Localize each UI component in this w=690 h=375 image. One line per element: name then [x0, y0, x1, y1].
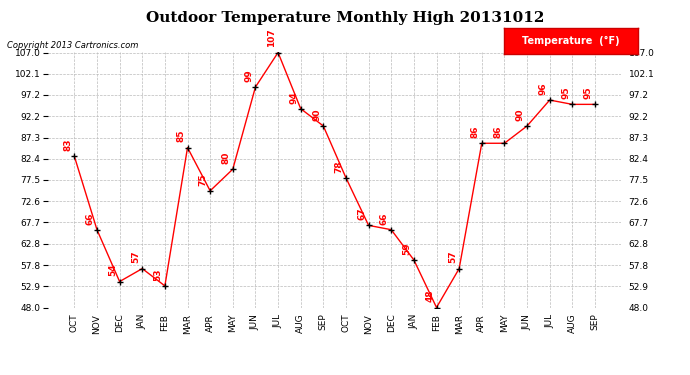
Text: 83: 83 [63, 138, 72, 151]
Text: 78: 78 [335, 160, 344, 172]
Text: 75: 75 [199, 173, 208, 186]
Text: 107: 107 [267, 28, 276, 47]
Text: 95: 95 [561, 87, 570, 99]
Text: 85: 85 [176, 130, 185, 142]
Text: 90: 90 [515, 108, 525, 121]
Text: Temperature  (°F): Temperature (°F) [522, 36, 620, 46]
Text: 67: 67 [357, 208, 366, 220]
Text: 86: 86 [471, 126, 480, 138]
Text: 53: 53 [154, 268, 163, 281]
Text: 48: 48 [425, 290, 434, 302]
Text: 99: 99 [244, 69, 253, 82]
Text: 80: 80 [221, 152, 230, 164]
Text: 54: 54 [108, 264, 117, 276]
Text: 57: 57 [448, 251, 457, 263]
Text: 94: 94 [289, 91, 298, 104]
Text: Copyright 2013 Cartronics.com: Copyright 2013 Cartronics.com [7, 41, 138, 50]
Text: 66: 66 [86, 212, 95, 225]
Text: 59: 59 [402, 242, 412, 255]
Text: 95: 95 [584, 87, 593, 99]
Text: Outdoor Temperature Monthly High 20131012: Outdoor Temperature Monthly High 2013101… [146, 11, 544, 25]
Text: 66: 66 [380, 212, 389, 225]
Text: 57: 57 [131, 251, 140, 263]
Text: 86: 86 [493, 126, 502, 138]
Text: 90: 90 [312, 108, 321, 121]
Text: 96: 96 [538, 82, 547, 95]
